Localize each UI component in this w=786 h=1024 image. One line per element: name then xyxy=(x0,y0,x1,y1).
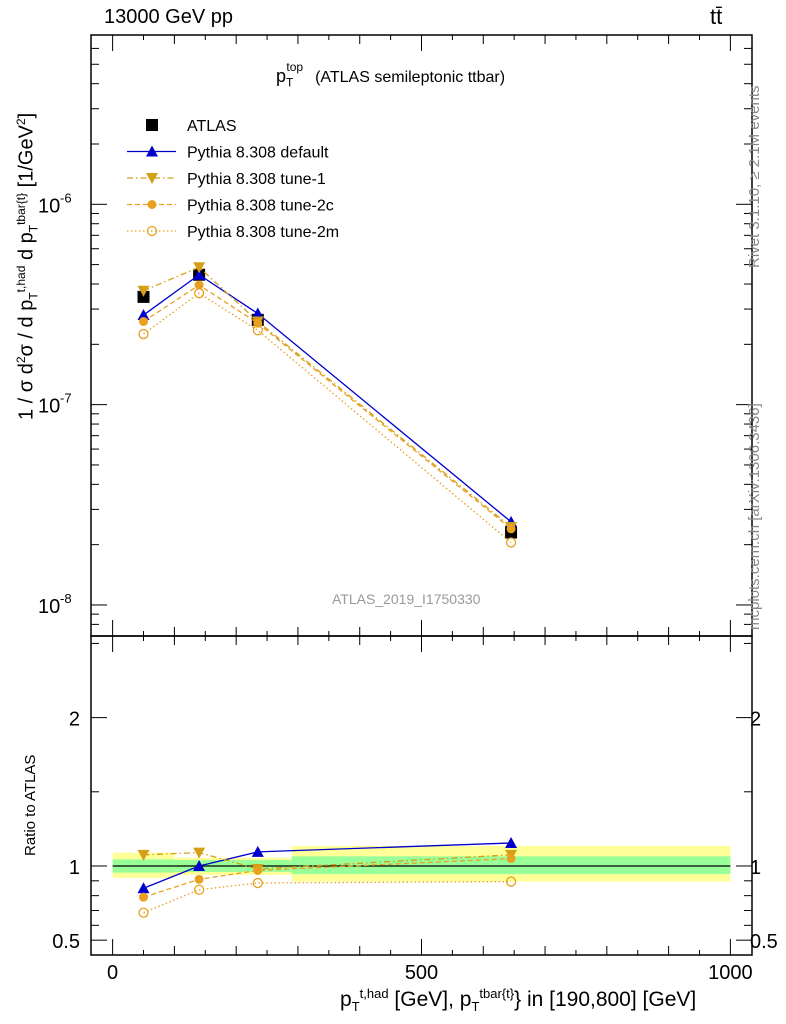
ratio-series-group xyxy=(137,836,518,918)
main-series-line-4 xyxy=(143,292,512,544)
ratio-point-3-3 xyxy=(506,854,516,864)
main-point-4-0 xyxy=(138,328,149,340)
legend-marker-2 xyxy=(146,173,158,184)
y-tick-label-ratio-left: 2 xyxy=(69,709,80,731)
ratio-series-line-4 xyxy=(143,880,512,914)
legend-label-4: Pythia 8.308 tune-2m xyxy=(187,224,339,241)
y-tick-label-main: 10 xyxy=(38,195,60,217)
legend-label-2: Pythia 8.308 tune-1 xyxy=(187,171,326,188)
y-tick-label-ratio-left: 0.5 xyxy=(52,931,80,953)
legend-marker-4 xyxy=(146,225,158,237)
main-series-line-2 xyxy=(143,266,512,528)
main-point-1-2 xyxy=(251,307,264,319)
ratio-point-3-1 xyxy=(194,874,204,884)
main-plot-title: pTtop (ATLAS semileptonic ttbar) xyxy=(276,60,506,90)
y-tick-label-main: 10 xyxy=(38,396,60,418)
legend-label-0: ATLAS xyxy=(187,118,237,135)
main-point-2-0 xyxy=(137,285,150,297)
ratio-series-line-3 xyxy=(143,857,512,898)
ratio-point-4-1 xyxy=(193,884,205,895)
y-tick-label-ratio-right: 1 xyxy=(750,857,761,879)
y-tick-label-ratio-left: 1 xyxy=(69,857,80,879)
legend-marker-0 xyxy=(146,119,158,131)
ratio-point-1-1 xyxy=(193,859,206,871)
analysis-watermark: ATLAS_2019_I1750330 xyxy=(332,591,481,607)
ratio-point-1-2 xyxy=(251,845,264,857)
ratio-point-4-0 xyxy=(138,907,149,918)
main-point-3-2 xyxy=(253,318,263,328)
legend-label-3: Pythia 8.308 tune-2c xyxy=(187,198,334,215)
ratio-point-4-2 xyxy=(252,877,263,889)
x-tick-label: 0 xyxy=(107,962,118,984)
main-series-group xyxy=(137,262,518,548)
ratio-series-line-2 xyxy=(143,851,512,870)
y-tick-exponent-main: -7 xyxy=(60,391,72,406)
y-tick-exponent-main: -6 xyxy=(60,190,72,205)
main-point-1-1 xyxy=(193,268,206,280)
main-point-0-0 xyxy=(137,290,150,303)
legend: ATLAS Pythia 8.308 default Pythia 8.308 tu… xyxy=(127,118,339,241)
main-series-line-3 xyxy=(143,284,512,530)
main-point-1-0 xyxy=(137,309,150,321)
y-tick-label-ratio-right: 0.5 xyxy=(750,931,778,953)
main-point-3-1 xyxy=(194,280,204,290)
ratio-series-line-1 xyxy=(143,842,512,889)
mcplots-label: mcplots.cern.ch [arXiv:1306.3436] xyxy=(746,403,763,630)
main-point-2-1 xyxy=(193,262,206,274)
y-axis-label-ratio: Ratio to ATLAS xyxy=(22,754,39,856)
ratio-uncertainty-bands xyxy=(112,845,731,882)
x-tick-label: 1000 xyxy=(708,962,753,984)
process-label: tt̄ xyxy=(710,4,723,29)
legend-marker-1 xyxy=(146,145,158,157)
ratio-point-3-2 xyxy=(253,865,263,875)
energy-label: 13000 GeV pp xyxy=(104,6,233,28)
main-point-4-3 xyxy=(505,537,517,548)
ratio-point-2-0 xyxy=(137,849,150,861)
ratio-point-1-3 xyxy=(505,836,518,848)
ratio-point-3-0 xyxy=(139,892,149,902)
y-tick-exponent-main: -8 xyxy=(60,591,72,606)
rivet-version-label: Rivet 3.1.10, ≥ 2.1M events xyxy=(746,85,763,269)
y-tick-label-ratio-right: 2 xyxy=(750,709,761,731)
y-tick-label-main: 10 xyxy=(38,596,60,618)
legend-marker-3 xyxy=(147,200,157,209)
main-point-3-0 xyxy=(139,317,149,327)
legend-label-1: Pythia 8.308 default xyxy=(187,145,329,162)
ratio-point-1-0 xyxy=(137,882,150,894)
ratio-plot-frame xyxy=(90,635,753,956)
main-point-4-2 xyxy=(252,325,263,336)
main-point-4-1 xyxy=(193,288,205,299)
main-point-3-3 xyxy=(506,524,516,534)
y-axis-label-main: 1 / σ d2σ / d pTt,had d pTtbar{t} [1/GeV… xyxy=(14,112,41,420)
ratio-point-2-1 xyxy=(193,847,206,859)
x-axis-label: pTt,had [GeV], pTtbar{t}} in [190,800] [… xyxy=(340,986,697,1015)
ratio-point-4-3 xyxy=(505,876,517,887)
x-tick-label: 500 xyxy=(405,962,438,984)
